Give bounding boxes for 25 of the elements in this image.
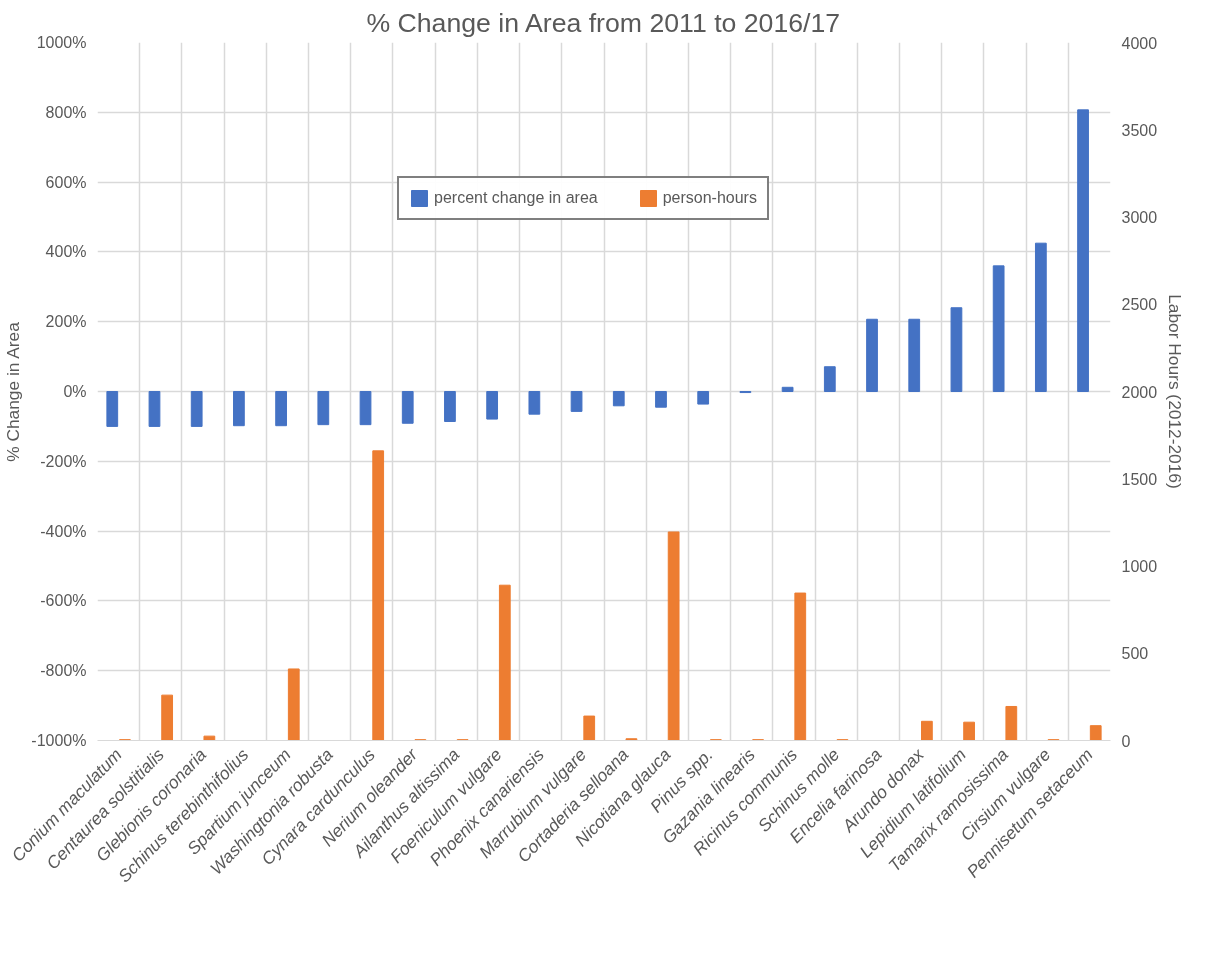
y2-tick-label: 1000 (1121, 558, 1158, 575)
y-tick-label: -600% (40, 592, 87, 610)
y2-axis-title: Labor Hours (2012-2016) (1165, 294, 1186, 489)
y-tick-label: 400% (45, 243, 87, 261)
y2-tick-label: 3000 (1121, 209, 1158, 226)
legend-label: percent change in area (434, 189, 598, 207)
y-tick-label: -1000% (31, 732, 87, 749)
y-tick-label: -400% (40, 522, 87, 540)
y2-tick-label: 1500 (1121, 470, 1158, 488)
y2-tick-label: 500 (1121, 645, 1149, 663)
y-axis-title: % Change in Area (3, 321, 24, 462)
y2-tick-label: 4000 (1121, 34, 1158, 52)
legend-label: person-hours (662, 189, 757, 207)
y2-tick-label: 0 (1121, 732, 1131, 750)
y-tick-label: 0% (63, 383, 87, 400)
y2-tick-label: 3500 (1121, 121, 1158, 139)
y-tick-label: -200% (40, 452, 87, 470)
y2-tick-label: 2000 (1121, 383, 1158, 401)
y-tick-label: 200% (45, 313, 87, 331)
y-tick-label: 600% (45, 173, 87, 191)
chart-title: % Change in Area from 2011 to 2016/17 (366, 7, 841, 38)
y-tick-label: 1000% (36, 34, 87, 51)
y-tick-label: -800% (40, 662, 87, 680)
y2-tick-label: 2500 (1121, 296, 1158, 314)
y-tick-label: 800% (45, 103, 87, 121)
